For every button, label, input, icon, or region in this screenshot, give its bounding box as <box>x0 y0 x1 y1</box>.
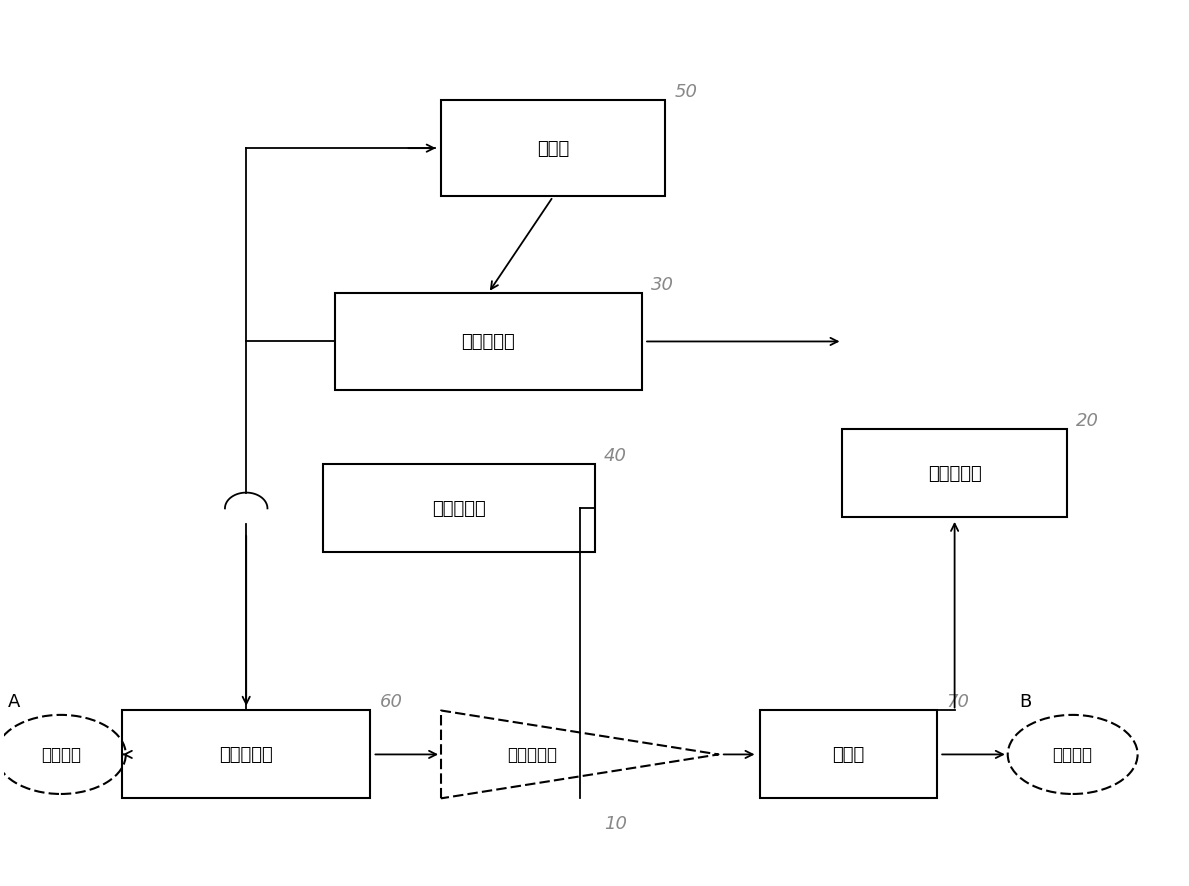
Text: 功率检测器: 功率检测器 <box>927 465 981 483</box>
Text: B: B <box>1019 693 1032 711</box>
Text: 温度传感器: 温度传感器 <box>432 500 485 517</box>
Text: 压控衰减器: 压控衰减器 <box>219 746 273 764</box>
Text: 70: 70 <box>946 693 969 711</box>
Text: 功率放大器: 功率放大器 <box>508 746 558 764</box>
Bar <box>122 711 370 798</box>
Text: 10: 10 <box>604 814 627 832</box>
Text: 信号输出: 信号输出 <box>1052 746 1093 764</box>
Bar <box>441 101 666 198</box>
Text: 60: 60 <box>379 693 403 711</box>
Text: 40: 40 <box>604 447 627 465</box>
Text: 单片机: 单片机 <box>537 140 570 158</box>
Text: 耦合器: 耦合器 <box>832 746 864 764</box>
Text: 30: 30 <box>652 276 674 294</box>
Text: 电压比较器: 电压比较器 <box>461 333 515 351</box>
Bar <box>335 294 642 391</box>
Bar <box>843 430 1067 517</box>
Text: 20: 20 <box>1076 412 1099 430</box>
Text: 50: 50 <box>675 82 698 101</box>
Text: A: A <box>7 693 20 711</box>
Bar <box>323 465 594 553</box>
Bar <box>760 711 937 798</box>
Text: 信号输入: 信号输入 <box>40 746 81 764</box>
